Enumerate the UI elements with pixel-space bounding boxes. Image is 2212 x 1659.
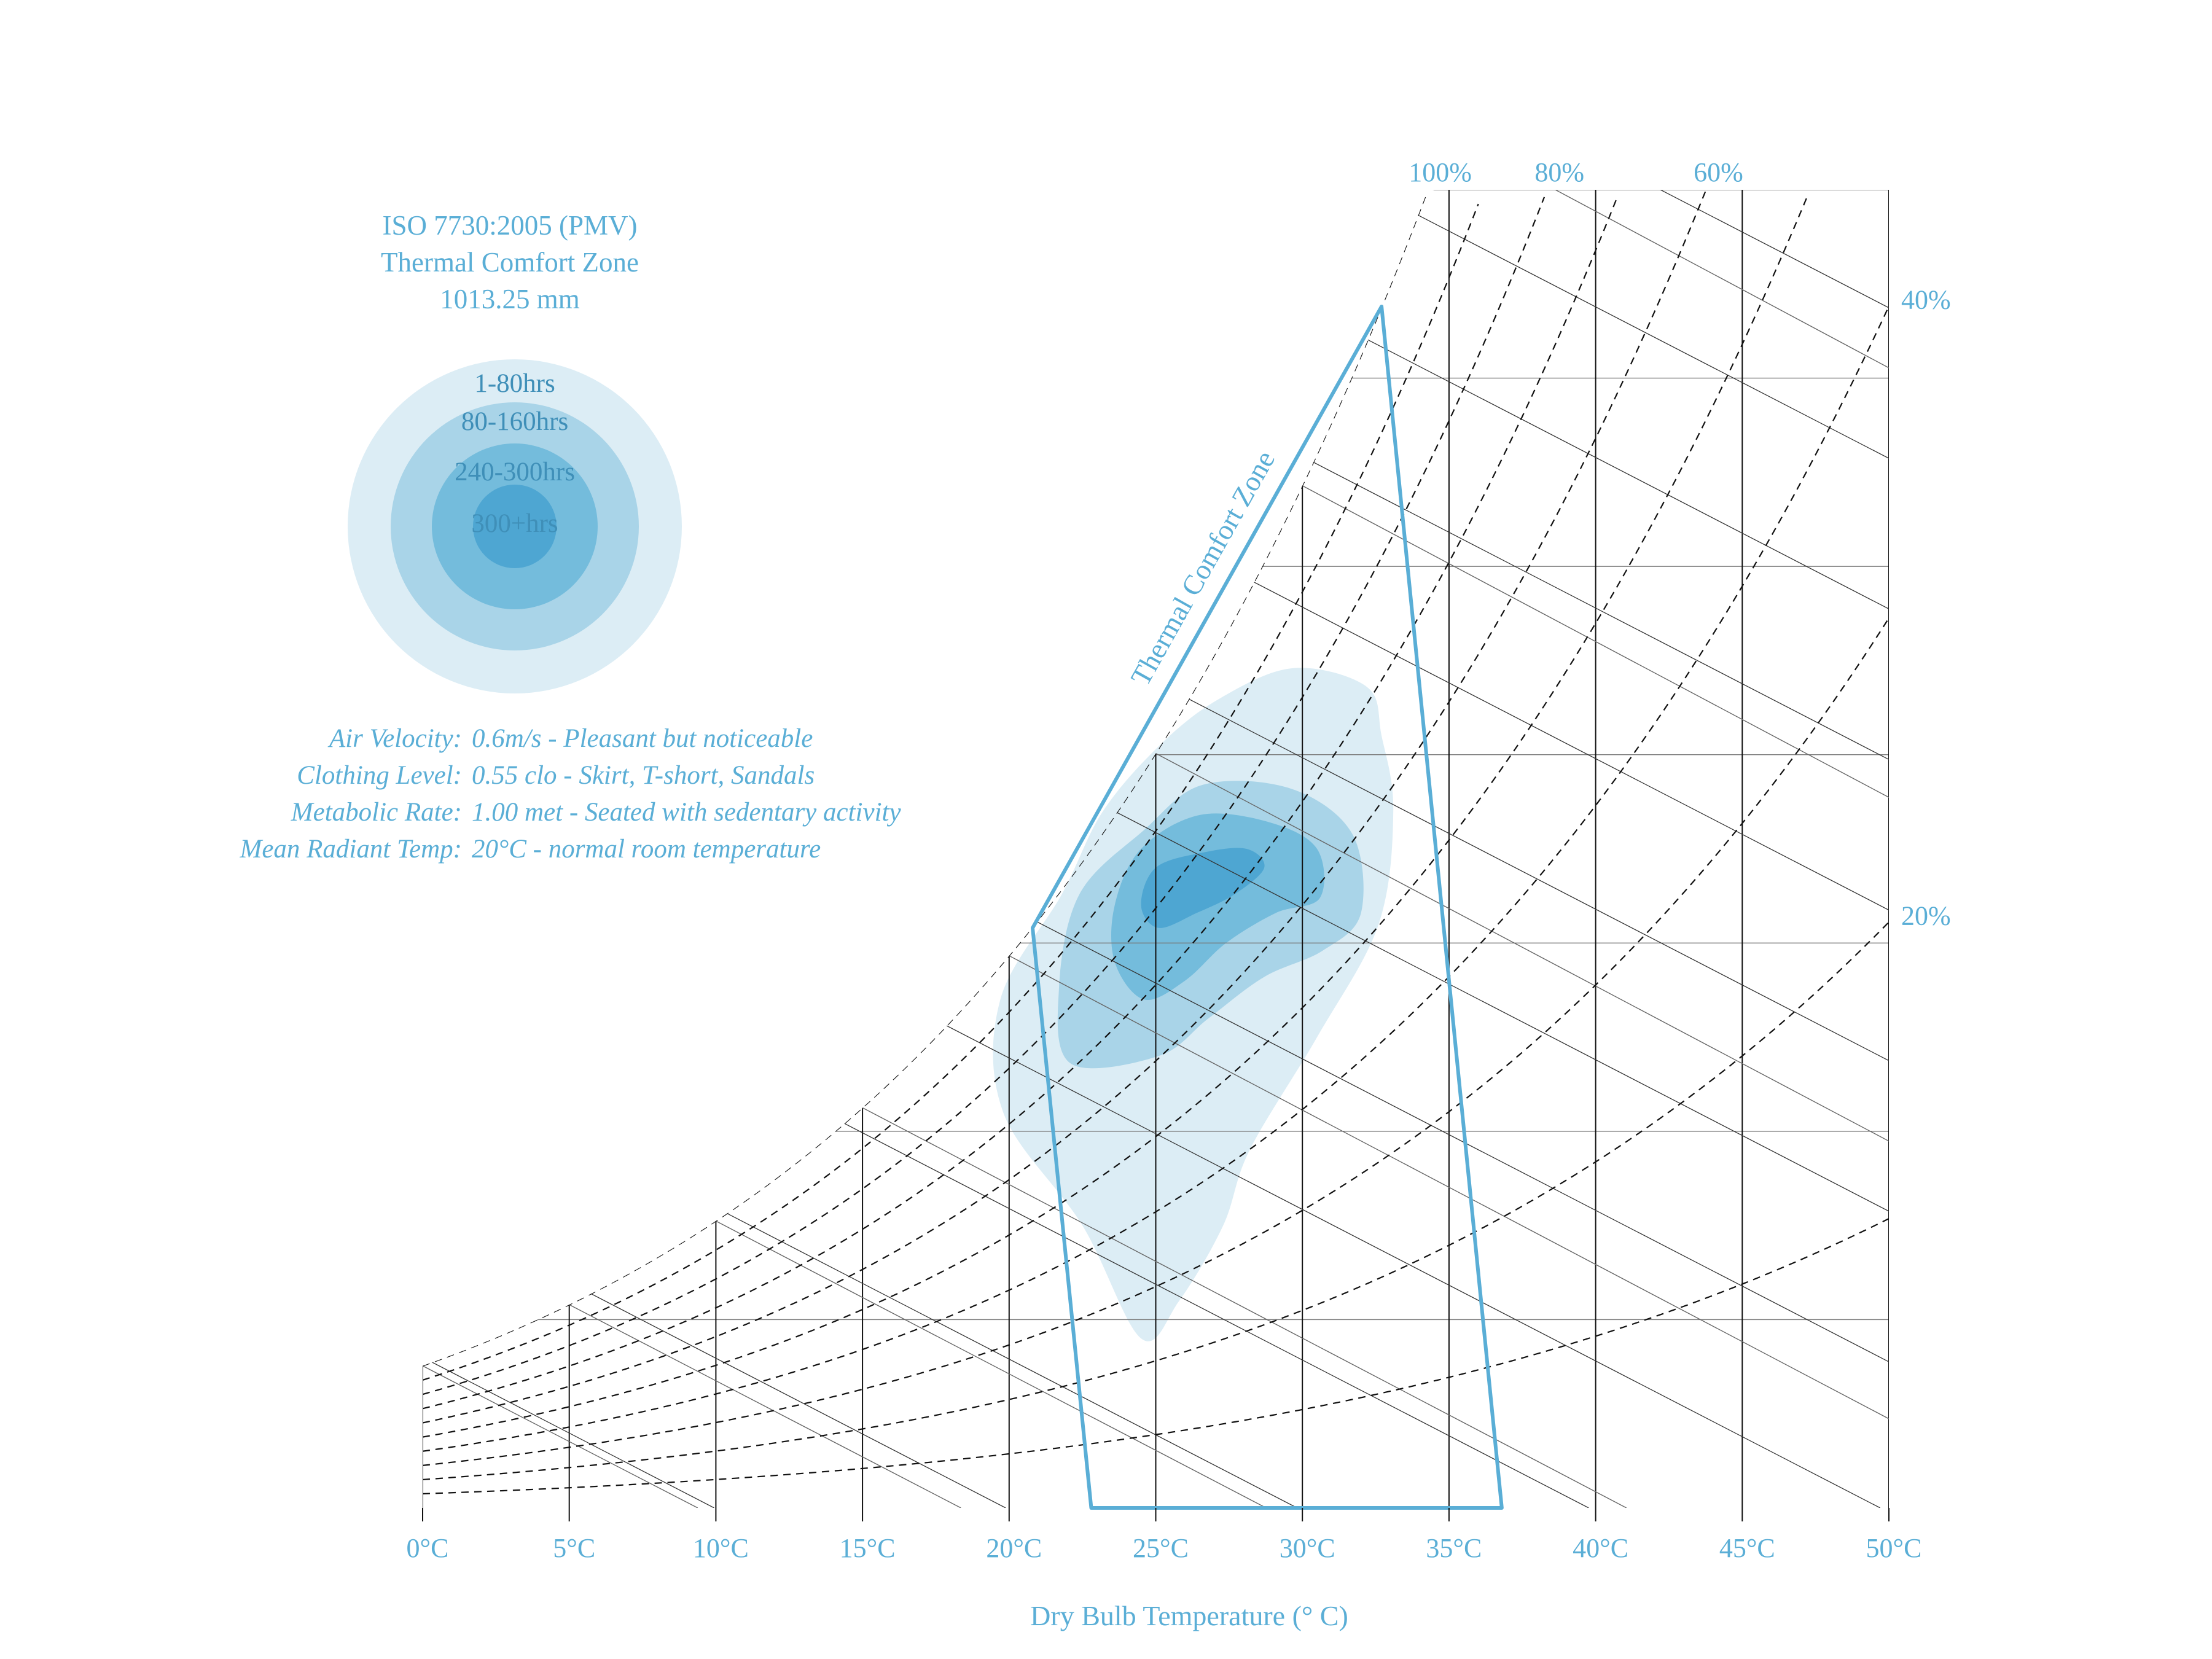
x-tick-label-5: 25°C bbox=[1133, 1533, 1189, 1563]
param-clothing-key: Clothing Level: bbox=[297, 761, 462, 790]
comfort-parameters: Air Velocity: 0.6m/s - Pleasant but noti… bbox=[240, 724, 902, 864]
rh-curve-20 bbox=[423, 921, 1889, 1481]
param-mrt-value: 20°C - normal room temperature bbox=[472, 835, 821, 864]
wet-bulb-line-9 bbox=[1741, 190, 1889, 1508]
x-tick-label-4: 20°C bbox=[986, 1533, 1042, 1563]
x-tick-label-0: 0°C bbox=[407, 1533, 449, 1563]
x-axis-label: Dry Bulb Temperature (° C) bbox=[1030, 1600, 1348, 1631]
param-metabolic-key: Metabolic Rate: bbox=[291, 798, 462, 827]
rh-curve-10 bbox=[423, 1218, 1889, 1495]
legend-title-pressure: 1013.25 mm bbox=[440, 284, 580, 314]
wet-bulb-line-4 bbox=[1009, 955, 1889, 1508]
legend-label-1-80hrs: 1-80hrs bbox=[474, 369, 555, 398]
wet-bulb-line-0 bbox=[423, 1365, 698, 1508]
legend-label-240-300hrs: 240-300hrs bbox=[455, 458, 575, 486]
legend-label-80-160hrs: 80-160hrs bbox=[461, 407, 568, 436]
wet-bulb-line-6 bbox=[1302, 485, 1889, 1508]
legend-swatch-300-plus-hrs bbox=[473, 485, 557, 568]
legend-label-300-plus-hrs: 300+hrs bbox=[471, 509, 558, 538]
rh-curve-90 bbox=[423, 203, 1479, 1381]
rh-label-80: 80% bbox=[1534, 157, 1584, 187]
x-tick-label-8: 40°C bbox=[1573, 1533, 1628, 1563]
x-tick-label-3: 15°C bbox=[840, 1533, 896, 1563]
legend: ISO 7730:2005 (PMV) Thermal Comfort Zone… bbox=[348, 210, 682, 693]
wet-bulb-line-8 bbox=[1595, 190, 1889, 1508]
wet-bulb-line-1 bbox=[569, 1304, 961, 1508]
hours-density-3 bbox=[1141, 848, 1265, 928]
x-tick-label-6: 30°C bbox=[1280, 1533, 1335, 1563]
rh-label-60: 60% bbox=[1694, 157, 1743, 187]
rh-curve-50 bbox=[423, 193, 1809, 1438]
param-metabolic-value: 1.00 met - Seated with sedentary activit… bbox=[472, 798, 901, 827]
rh-curve-60 bbox=[423, 190, 1706, 1424]
rh-curve-40 bbox=[423, 306, 1889, 1452]
psychrometric-grid bbox=[423, 190, 1889, 1508]
wet-bulb-line-2 bbox=[716, 1220, 1267, 1508]
legend-title-zone: Thermal Comfort Zone bbox=[381, 247, 639, 278]
rh-curve-80 bbox=[423, 197, 1546, 1396]
enthalpy-line-0 bbox=[423, 1357, 714, 1508]
rh-label-40: 40% bbox=[1901, 285, 1951, 315]
comfort-zone-polygon bbox=[1030, 305, 1504, 1510]
rh-label-100: 100% bbox=[1409, 157, 1472, 187]
hours-density-2 bbox=[1111, 813, 1324, 1001]
rh-curve-30 bbox=[423, 617, 1889, 1466]
wet-bulb-line-7 bbox=[1448, 190, 1889, 1508]
chart-labels-layer: 0°C 5°C 10°C 15°C 20°C 25°C 30°C 35°C 40°C 45°C 50… bbox=[407, 157, 1951, 1563]
comfort-zone-label: Thermal Comfort Zone bbox=[1125, 445, 1281, 690]
param-mrt-key: Mean Radiant Temp: bbox=[240, 835, 463, 864]
param-air-velocity-key: Air Velocity: bbox=[327, 724, 462, 753]
wet-bulb-line-5 bbox=[1155, 753, 1889, 1508]
rh-curve-70 bbox=[423, 196, 1619, 1410]
x-tick-label-9: 45°C bbox=[1719, 1533, 1775, 1563]
rh-label-20: 20% bbox=[1901, 900, 1951, 931]
legend-title-standard: ISO 7730:2005 (PMV) bbox=[382, 210, 637, 241]
param-air-velocity-value: 0.6m/s - Pleasant but noticeable bbox=[472, 724, 813, 753]
x-tick-label-10: 50°C bbox=[1866, 1533, 1922, 1563]
x-tick-label-1: 5°C bbox=[553, 1533, 595, 1563]
x-tick-label-2: 10°C bbox=[693, 1533, 749, 1563]
wet-bulb-line-3 bbox=[862, 1107, 1627, 1508]
x-tick-label-7: 35°C bbox=[1426, 1533, 1482, 1563]
hours-density-layer bbox=[993, 668, 1394, 1341]
param-clothing-value: 0.55 clo - Skirt, T-short, Sandals bbox=[472, 761, 815, 790]
